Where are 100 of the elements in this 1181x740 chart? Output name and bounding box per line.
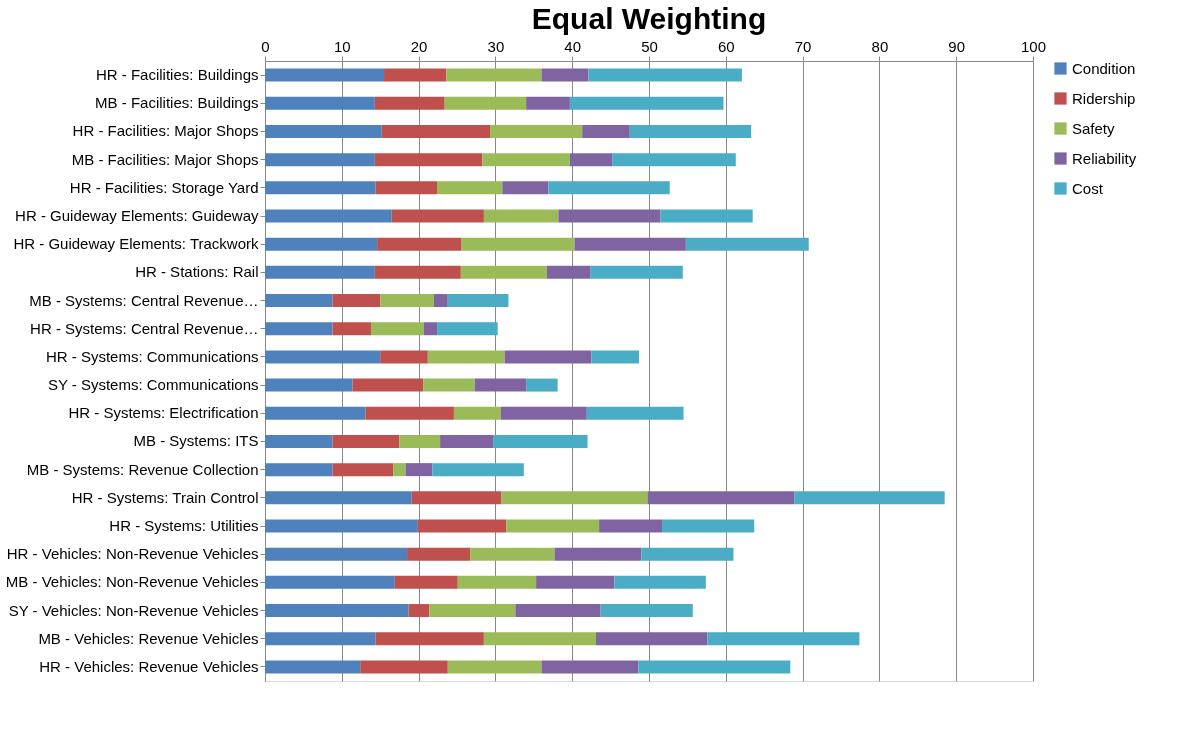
bar	[375, 181, 438, 195]
chart-title: Equal Weighting	[531, 2, 767, 35]
bar	[380, 294, 434, 308]
bar	[265, 124, 382, 138]
bar	[332, 322, 371, 336]
bar	[384, 68, 447, 82]
bar	[265, 153, 375, 167]
bar	[374, 153, 483, 167]
bar	[265, 519, 418, 533]
bar	[586, 406, 684, 420]
bar	[515, 604, 601, 618]
bar	[582, 124, 630, 138]
bar	[332, 294, 381, 308]
bar	[453, 406, 501, 420]
bar	[457, 575, 537, 589]
bar	[638, 660, 791, 674]
bar	[391, 209, 484, 223]
bar	[265, 265, 375, 279]
bar	[554, 547, 642, 561]
bar	[460, 265, 547, 279]
bar	[440, 434, 494, 448]
bar	[569, 96, 724, 110]
bar	[599, 519, 663, 533]
bar	[394, 575, 458, 589]
bar	[265, 575, 395, 589]
bar	[360, 660, 448, 674]
bar	[408, 604, 430, 618]
bar	[265, 660, 361, 674]
bar	[647, 491, 795, 505]
y-tick-label: HR - Systems: Train Control	[71, 488, 259, 506]
bar	[474, 378, 527, 392]
bar	[365, 406, 454, 420]
bar	[569, 153, 613, 167]
bar	[265, 350, 381, 364]
y-tick-label: HR - Facilities: Major Shops	[72, 122, 259, 140]
bar	[541, 68, 589, 82]
x-tick-label: 40	[564, 37, 582, 55]
x-tick-label: 100	[1020, 37, 1047, 55]
bar	[794, 491, 945, 505]
legend-label: Safety	[1072, 119, 1116, 137]
y-tick-label: HR - Systems: Central Revenue…	[30, 319, 259, 337]
y-tick-label: MB - Systems: ITS	[133, 432, 259, 450]
bar	[483, 632, 597, 646]
bar	[393, 463, 406, 477]
bar	[660, 209, 753, 223]
y-tick-label: HR - Guideway Elements: Guideway	[15, 207, 259, 224]
bar	[411, 491, 502, 505]
bar	[707, 632, 860, 646]
bar	[447, 294, 509, 308]
bar	[265, 68, 385, 82]
x-tick-label: 30	[487, 37, 505, 55]
bar	[370, 322, 424, 336]
bar	[596, 632, 708, 646]
bar	[265, 491, 412, 505]
x-tick-label: 60	[717, 37, 735, 55]
bar	[546, 265, 591, 279]
y-tick-label: HR - Vehicles: Revenue Vehicles	[39, 657, 259, 675]
bar	[407, 547, 471, 561]
y-tick-label: HR - Stations: Rail	[135, 263, 259, 281]
bar	[405, 463, 433, 477]
bar	[265, 96, 375, 110]
y-tick-label: HR - Facilities: Storage Yard	[69, 178, 259, 196]
bar	[265, 463, 333, 477]
bar	[506, 519, 600, 533]
bar	[600, 604, 693, 618]
bar	[493, 434, 588, 448]
bar	[265, 181, 376, 195]
legend-label: Ridership	[1072, 89, 1136, 107]
bar	[536, 575, 615, 589]
y-tick-label: SY - Vehicles: Non-Revenue Vehicles	[8, 601, 259, 619]
bar	[380, 350, 428, 364]
legend-label: Cost	[1072, 179, 1104, 197]
bar	[332, 463, 394, 477]
bar	[501, 491, 648, 505]
bar	[374, 96, 445, 110]
bar	[265, 434, 333, 448]
legend-label: Condition	[1072, 59, 1136, 77]
y-tick-label: MB - Systems: Revenue Collection	[26, 460, 259, 478]
bar	[483, 209, 559, 223]
x-tick-label: 50	[641, 37, 658, 55]
bar	[433, 294, 448, 308]
bar	[265, 209, 392, 223]
bar	[641, 547, 734, 561]
y-tick-label: MB - Facilities: Buildings	[95, 94, 259, 112]
bar	[574, 237, 686, 251]
bar	[447, 660, 542, 674]
bar	[399, 434, 441, 448]
bar	[614, 575, 706, 589]
bar	[423, 322, 438, 336]
x-tick-label: 10	[333, 37, 351, 55]
bar	[588, 68, 742, 82]
bar	[381, 124, 491, 138]
bar	[482, 153, 570, 167]
bar	[265, 294, 333, 308]
y-tick-label: SY - Systems: Communications	[47, 376, 259, 394]
y-tick-label: HR - Guideway Elements: Trackwork	[13, 235, 259, 253]
bar	[526, 378, 558, 392]
legend-label: Reliability	[1072, 149, 1137, 167]
bar	[612, 153, 736, 167]
y-tick-label: MB - Vehicles: Revenue Vehicles	[38, 629, 259, 647]
